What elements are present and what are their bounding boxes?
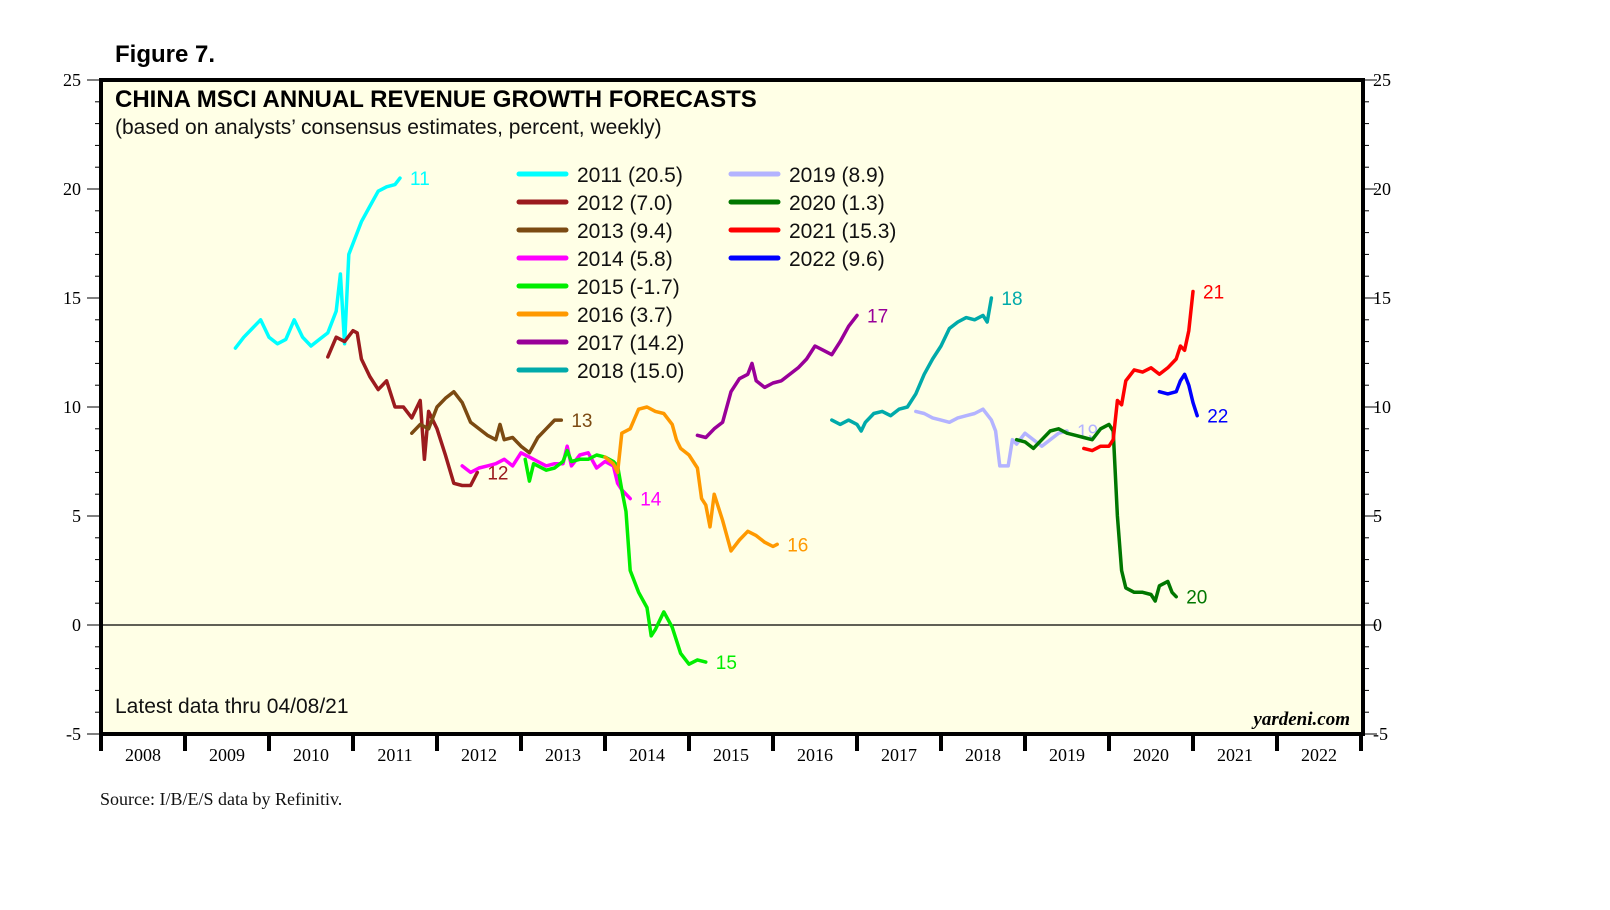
y-tick-label: 25: [63, 70, 81, 90]
x-tick-label: 2019: [1049, 745, 1085, 765]
y-tick-label: 15: [63, 288, 81, 308]
plot-frame: [99, 78, 1365, 736]
plot-area: [101, 80, 1363, 734]
y-tick-label: 25: [1373, 70, 1391, 90]
x-tick-label: 2017: [881, 745, 917, 765]
x-tick-label: 2012: [461, 745, 497, 765]
legend-item: 2018 (15.0): [516, 360, 684, 383]
legend-label: 2017 (14.2): [577, 332, 684, 355]
x-tick-label: 2022: [1301, 745, 1337, 765]
y-axis-right: -5 0 5 10 15 20 25: [1363, 70, 1391, 744]
series-line-21: [1082, 289, 1195, 453]
series-line-22: [1157, 372, 1199, 418]
legend-item: 2016 (3.7): [516, 304, 673, 327]
y-tick-label: 10: [63, 397, 81, 417]
x-tick-label: 2020: [1133, 745, 1169, 765]
x-tick-label: 2010: [293, 745, 329, 765]
legend-item: 2022 (9.6): [728, 248, 885, 271]
x-tick-label: 2015: [713, 745, 749, 765]
legend-item: 2019 (8.9): [728, 164, 885, 187]
legend-label: 2020 (1.3): [789, 192, 885, 215]
y-tick-label: 20: [63, 179, 81, 199]
x-axis: 2008 2009 2010 2011 2012 2013 2014 2015 2016 2017…: [99, 734, 1363, 765]
series-end-label: 15: [716, 653, 737, 674]
legend: 2011 (20.5) 2012 (7.0) 2013 (9.4) 2014 (5.8…: [516, 164, 896, 383]
x-tick-label: 2018: [965, 745, 1001, 765]
series-end-label: 11: [410, 169, 430, 190]
x-tick-label: 2013: [545, 745, 581, 765]
legend-item: 2015 (-1.7): [516, 276, 680, 299]
legend-label: 2018 (15.0): [577, 360, 684, 383]
legend-item: 2020 (1.3): [728, 192, 885, 215]
series-line-18: [830, 296, 994, 433]
source-note: Source: I/B/E/S data by Refinitiv.: [100, 789, 342, 809]
legend-label: 2012 (7.0): [577, 192, 673, 215]
series-end-label: 22: [1207, 407, 1228, 428]
series-line-11: [233, 176, 402, 350]
y-tick-label: -5: [1373, 724, 1388, 744]
series-line-14: [460, 444, 632, 501]
series-end-label: 16: [787, 535, 808, 556]
legend-item: 2014 (5.8): [516, 248, 673, 271]
y-tick-label: 20: [1373, 179, 1391, 199]
legend-label: 2016 (3.7): [577, 304, 673, 327]
legend-label: 2019 (8.9): [789, 164, 885, 187]
y-tick-label: 15: [1373, 288, 1391, 308]
x-tick-label: 2011: [377, 745, 412, 765]
x-tick-label: 2008: [125, 745, 161, 765]
latest-data-note: Latest data thru 04/08/21: [115, 695, 349, 718]
y-tick-label: 0: [72, 615, 81, 635]
legend-label: 2013 (9.4): [577, 220, 673, 243]
y-axis-left: -5 0 5 10 15 20 25: [63, 70, 101, 744]
y-tick-label: 0: [1373, 615, 1382, 635]
legend-item: 2021 (15.3): [728, 220, 896, 243]
legend-label: 2022 (9.6): [789, 248, 885, 271]
legend-item: 2012 (7.0): [516, 192, 673, 215]
series-line-17: [695, 313, 859, 440]
y-tick-label: 5: [1373, 506, 1382, 526]
legend-item: 2011 (20.5): [516, 164, 683, 187]
series-end-label: 18: [1001, 289, 1022, 310]
figure-label: Figure 7.: [115, 41, 215, 68]
y-tick-label: 5: [72, 506, 81, 526]
x-tick-label: 2016: [797, 745, 833, 765]
x-tick-label: 2014: [629, 745, 665, 765]
x-tick-label: 2009: [209, 745, 245, 765]
series-end-label: 21: [1203, 282, 1224, 303]
brand-label: yardeni.com: [1251, 709, 1350, 730]
series-end-label: 13: [571, 411, 592, 432]
series-line-13: [410, 389, 564, 455]
series-line-16: [603, 405, 779, 553]
series-line-12: [326, 328, 480, 488]
legend-item: 2013 (9.4): [516, 220, 673, 243]
series-line-20: [1014, 422, 1178, 603]
chart-subtitle: (based on analysts’ consensus estimates,…: [115, 116, 662, 139]
y-tick-label: -5: [66, 724, 81, 744]
legend-label: 2021 (15.3): [789, 220, 896, 243]
legend-label: 2015 (-1.7): [577, 276, 680, 299]
series-end-label: 12: [487, 463, 508, 484]
x-tick-label: 2021: [1217, 745, 1253, 765]
legend-label: 2011 (20.5): [577, 164, 683, 187]
y-tick-label: 10: [1373, 397, 1391, 417]
series-end-label: 17: [867, 306, 888, 327]
legend-label: 2014 (5.8): [577, 248, 673, 271]
chart-title: CHINA MSCI ANNUAL REVENUE GROWTH FORECAS…: [115, 86, 757, 113]
series-end-label: 20: [1186, 588, 1207, 609]
series-end-label: 14: [640, 490, 662, 511]
legend-item: 2017 (14.2): [516, 332, 684, 355]
